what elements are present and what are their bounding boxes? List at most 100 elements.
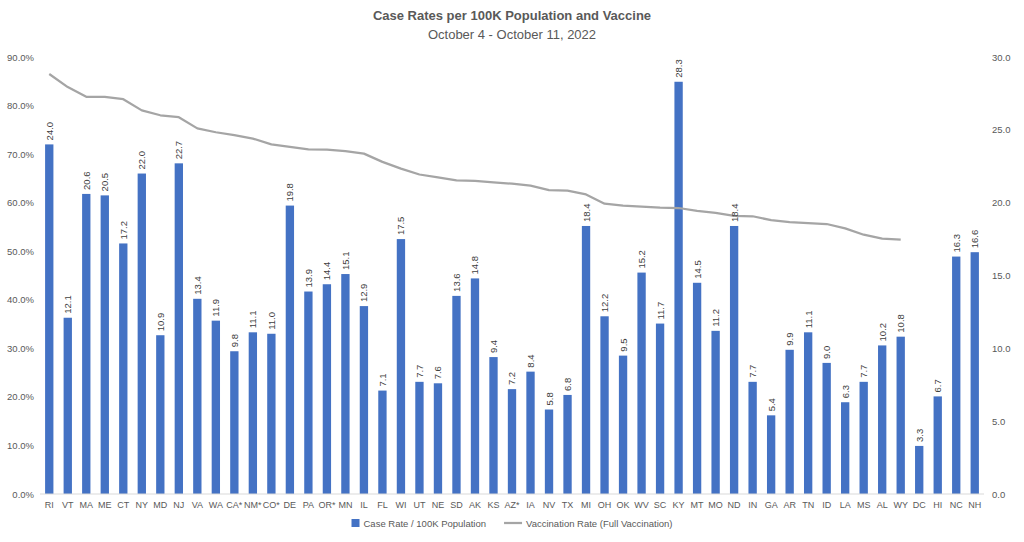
y-tick (37, 348, 40, 349)
bar (934, 396, 942, 494)
legend-label: Case Rate / 100K Population (364, 518, 487, 529)
bar (693, 283, 701, 494)
x-tick-label: MA (80, 500, 94, 510)
data-label: 11.7 (655, 302, 666, 320)
x-tick-label: CO* (263, 500, 281, 510)
bar (415, 382, 423, 494)
data-label: 5.4 (766, 398, 777, 411)
bar (674, 82, 682, 494)
data-label: 15.1 (340, 252, 351, 271)
data-label: 11.0 (266, 312, 277, 330)
y2-tick-label: 20.0 (992, 197, 1011, 208)
y-tick (37, 445, 40, 446)
y2-tick-label: 0.0 (992, 489, 1005, 500)
data-label: 17.2 (118, 221, 129, 240)
y-tick (37, 202, 40, 203)
data-label: 7.1 (377, 373, 388, 386)
y-tick-label: 20.0% (7, 391, 34, 402)
data-label: 14.4 (321, 262, 332, 281)
data-label: 3.3 (914, 429, 925, 442)
bar (767, 415, 775, 494)
x-tick-label: SD (450, 500, 463, 510)
data-label: 9.4 (488, 340, 499, 353)
x-tick-label: KY (673, 500, 685, 510)
data-label: 18.4 (581, 203, 592, 222)
y-tick-label: 60.0% (7, 197, 34, 208)
x-tick-label: DC (913, 500, 926, 510)
bar (785, 350, 793, 494)
x-tick-label: TX (562, 500, 574, 510)
x-tick-label: IL (360, 500, 368, 510)
x-tick-label: OH (598, 500, 612, 510)
bar (45, 144, 53, 494)
bar (471, 278, 479, 494)
bar (193, 299, 201, 494)
x-tick-label: UT (413, 500, 425, 510)
legend-item: Case Rate / 100K Population (352, 518, 487, 529)
legend-key (352, 519, 360, 527)
x-tick-label: AZ* (504, 500, 520, 510)
title: Case Rates per 100K Population and Vacci… (373, 8, 651, 23)
y2-tick-label: 5.0 (992, 416, 1005, 427)
bar (526, 372, 534, 494)
y-tick-label: 80.0% (7, 100, 34, 111)
data-label: 6.3 (840, 385, 851, 398)
data-label: 11.1 (803, 311, 814, 329)
x-tick-label: NC (950, 500, 963, 510)
x-tick-label: WA (209, 500, 223, 510)
x-tick-label: NV (543, 500, 556, 510)
bar (730, 226, 738, 494)
bar (711, 331, 719, 494)
x-tick-label: MS (857, 500, 871, 510)
data-label: 22.7 (173, 141, 184, 160)
data-label: 13.6 (451, 273, 462, 292)
bar (823, 363, 831, 494)
x-tick-label: CA* (226, 500, 243, 510)
data-label: 11.2 (710, 309, 721, 327)
data-label: 18.4 (729, 203, 740, 222)
data-label: 10.2 (877, 323, 888, 342)
bar (101, 195, 109, 494)
data-label: 7.7 (747, 365, 758, 378)
bar (360, 306, 368, 494)
y2-tick (984, 275, 987, 276)
data-label: 5.8 (544, 392, 555, 405)
x-tick-label: AL (877, 500, 888, 510)
bar (434, 383, 442, 494)
x-tick-label: WI (395, 500, 406, 510)
data-label: 6.7 (932, 379, 943, 392)
y2-tick-label: 10.0 (992, 343, 1011, 354)
y-tick (37, 299, 40, 300)
data-label: 12.9 (358, 284, 369, 303)
y2-tick (984, 348, 987, 349)
data-label: 10.9 (155, 313, 166, 332)
x-tick-label: IN (748, 500, 757, 510)
bar (138, 174, 146, 494)
x-tick-label: OR* (318, 500, 336, 510)
data-label: 12.2 (599, 294, 610, 313)
data-label: 13.4 (192, 276, 203, 295)
x-tick-label: MN (338, 500, 352, 510)
bar (489, 357, 497, 494)
x-tick-label: NH (968, 500, 981, 510)
data-label: 10.8 (895, 314, 906, 333)
x-tick-label: CT (117, 500, 129, 510)
x-tick-label: ME (98, 500, 112, 510)
bar (82, 194, 90, 494)
legend-label: Vaccination Rate (Full Vaccination) (526, 518, 672, 529)
data-label: 16.3 (951, 234, 962, 253)
bar (582, 226, 590, 494)
data-label: 16.6 (969, 230, 980, 249)
x-tick-label: WY (893, 500, 908, 510)
x-tick-label: RI (45, 500, 54, 510)
data-label: 20.6 (81, 171, 92, 190)
data-label: 13.9 (303, 269, 314, 288)
x-tick-label: MI (581, 500, 591, 510)
data-label: 20.5 (99, 173, 110, 192)
chart: Case Rates per 100K Population and Vacci… (0, 0, 1024, 542)
x-tick-label: AK (469, 500, 481, 510)
y2-tick (984, 202, 987, 203)
legend: Case Rate / 100K Population Vaccination R… (352, 518, 673, 529)
y2-tick-label: 15.0 (992, 270, 1011, 281)
bar (508, 389, 516, 494)
